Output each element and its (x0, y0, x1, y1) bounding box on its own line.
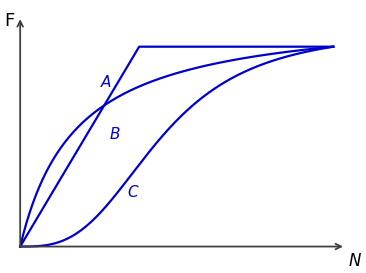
Text: B: B (109, 127, 120, 142)
Text: N: N (349, 252, 361, 270)
Text: C: C (127, 185, 138, 200)
Text: A: A (101, 75, 112, 90)
Text: F: F (4, 11, 14, 29)
